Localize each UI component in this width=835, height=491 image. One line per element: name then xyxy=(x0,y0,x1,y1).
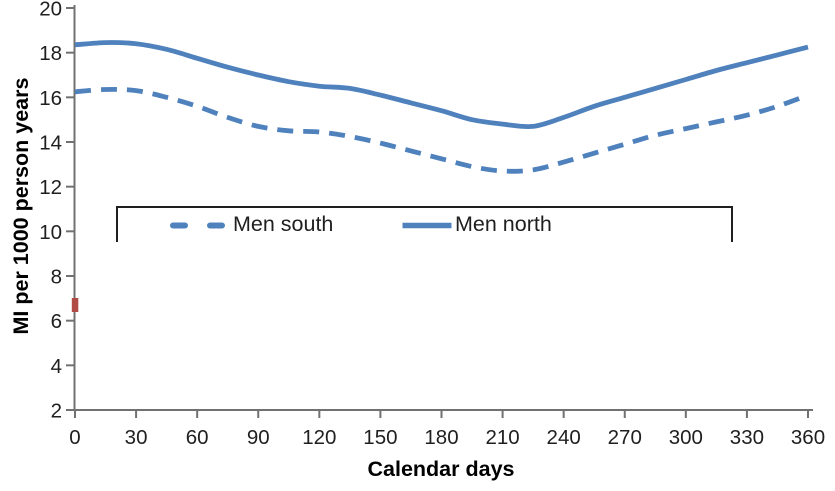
legend-dashed-line-sample xyxy=(170,222,227,229)
legend-label-men-south: Men south xyxy=(233,212,334,236)
legend-solid-line-sample xyxy=(402,222,452,229)
y-axis-title: MI per 1000 person years xyxy=(9,77,33,335)
x-tick-label-360: 360 xyxy=(791,426,825,449)
x-tick-label-270: 270 xyxy=(608,426,642,449)
y-tick-label-4: 4 xyxy=(51,355,62,378)
x-tick-label-30: 30 xyxy=(125,426,148,449)
x-tick-label-210: 210 xyxy=(485,426,519,449)
x-tick-label-0: 0 xyxy=(69,426,80,449)
legend-box: Men south Men north xyxy=(116,206,733,242)
legend-label-men-north: Men north xyxy=(455,212,552,236)
y-tick-label-16: 16 xyxy=(39,87,62,110)
y-tick-label-20: 20 xyxy=(39,0,62,21)
y-tick-label-10: 10 xyxy=(39,221,62,244)
y-tick-label-14: 14 xyxy=(39,132,62,155)
men-south-line xyxy=(74,87,809,174)
y-tick-label-8: 8 xyxy=(51,266,62,289)
x-tick-label-120: 120 xyxy=(302,426,336,449)
x-tick-label-180: 180 xyxy=(424,426,458,449)
y-tick-label-6: 6 xyxy=(51,310,62,333)
y-tick-label-18: 18 xyxy=(39,42,62,65)
x-tick-label-60: 60 xyxy=(186,426,209,449)
men-north-line xyxy=(74,40,809,130)
red-axis-marker xyxy=(71,298,79,312)
x-tick-label-330: 330 xyxy=(730,426,764,449)
x-tick-label-150: 150 xyxy=(363,426,397,449)
y-tick-label-12: 12 xyxy=(39,176,62,199)
x-tick-label-90: 90 xyxy=(247,426,270,449)
x-axis-title: Calendar days xyxy=(367,457,515,481)
x-tick-label-240: 240 xyxy=(547,426,581,449)
x-tick-label-300: 300 xyxy=(669,426,703,449)
y-tick-label-2: 2 xyxy=(51,400,62,423)
